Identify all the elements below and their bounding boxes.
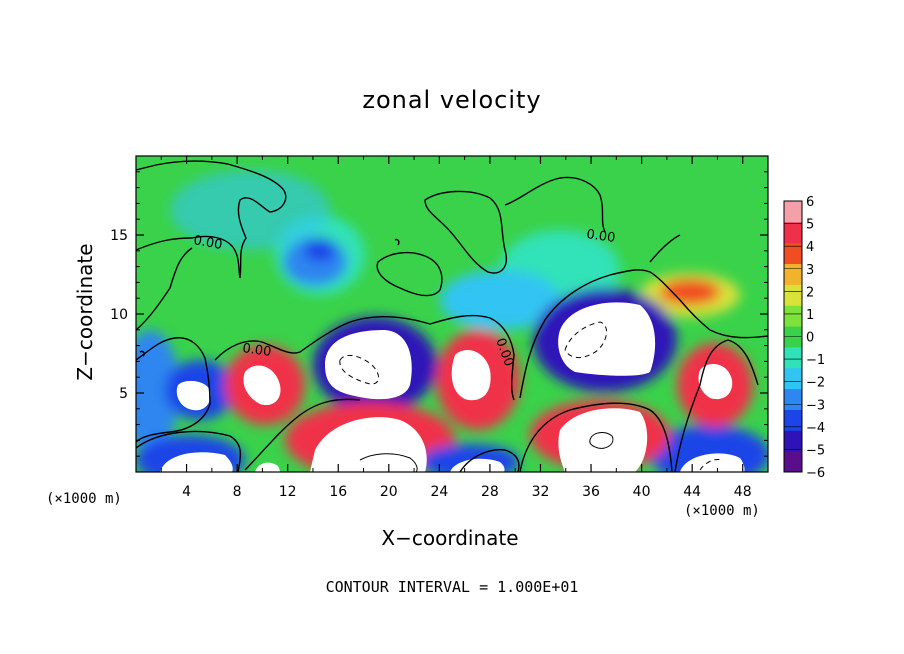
x-tick-label: 48: [734, 484, 752, 500]
colorbar-swatch: [784, 305, 802, 327]
y-tick-label: 15: [110, 228, 128, 244]
x-tick-label: 24: [430, 484, 448, 500]
y-axis: 5 10 15: [110, 171, 768, 457]
zero-contours: [136, 160, 768, 472]
x-unit-label-right: (×1000 m): [684, 503, 760, 519]
colorbar-swatch: [784, 284, 802, 306]
y-tick-label: 10: [110, 307, 128, 323]
colorbar-swatch: [784, 242, 802, 265]
colorbar-tick-label: 5: [806, 218, 814, 233]
x-axis-label: X−coordinate: [381, 526, 519, 550]
colorbar-tick-label: −1: [806, 353, 825, 368]
saturated-cores: [160, 302, 745, 472]
colorbar-tick-label: 2: [806, 285, 814, 300]
x-tick-label: 12: [279, 484, 297, 500]
contour-label: 0.00: [585, 227, 616, 246]
colorbar-swatch: [784, 221, 802, 244]
contour-label: 0.00: [192, 233, 223, 253]
colorbar-tick-label: −6: [806, 466, 825, 481]
x-tick-label: 4: [182, 484, 191, 500]
y-axis-label: Z−coordinate: [73, 243, 97, 381]
colorbar-swatch: [784, 346, 802, 369]
colorbar-tick-label: −5: [806, 443, 825, 458]
colorbar-swatch: [784, 451, 802, 473]
colorbar: 6 5 4 3 2 1 0 −1 −2 −3 −4 −5 −6: [783, 195, 825, 481]
colorbar-tick-label: 1: [806, 308, 814, 323]
x-tick-label: 20: [380, 484, 398, 500]
x-unit-label-left: (×1000 m): [46, 491, 122, 507]
colorbar-tick-label: −2: [806, 376, 825, 391]
colorbar-tick-label: 0: [806, 331, 814, 346]
colorbar-tick-label: 4: [806, 240, 814, 255]
colorbar-tick-label: 3: [806, 263, 814, 278]
heatmap-field: [136, 156, 768, 472]
colorbar-swatch: [784, 388, 802, 410]
inner-contours: [339, 321, 723, 472]
x-axis: 4 8 12 16 20 24 28 32 36 40 44 48: [135, 156, 769, 500]
colorbar-tick-label: 6: [806, 195, 814, 210]
x-tick-label: 16: [329, 484, 347, 500]
contour-interval-note: CONTOUR INTERVAL = 1.000E+01: [325, 578, 579, 596]
colorbar-swatch: [784, 409, 802, 431]
x-tick-label: 32: [532, 484, 550, 500]
x-tick-label: 28: [481, 484, 499, 500]
x-tick-label: 44: [683, 484, 701, 500]
chart-title: zonal velocity: [362, 86, 542, 114]
colorbar-tick-label: −3: [806, 398, 825, 413]
colorbar-swatch: [784, 430, 802, 452]
colorbar-swatch: [784, 201, 802, 223]
x-tick-label: 8: [233, 484, 242, 500]
x-tick-label: 40: [633, 484, 651, 500]
contour-label: 0.00: [241, 341, 272, 360]
colorbar-swatch: [784, 263, 802, 285]
y-tick-label: 5: [119, 386, 128, 402]
colorbar-tick-label: −4: [806, 421, 825, 436]
colorbar-swatch: [784, 367, 802, 390]
x-tick-label: 36: [582, 484, 600, 500]
